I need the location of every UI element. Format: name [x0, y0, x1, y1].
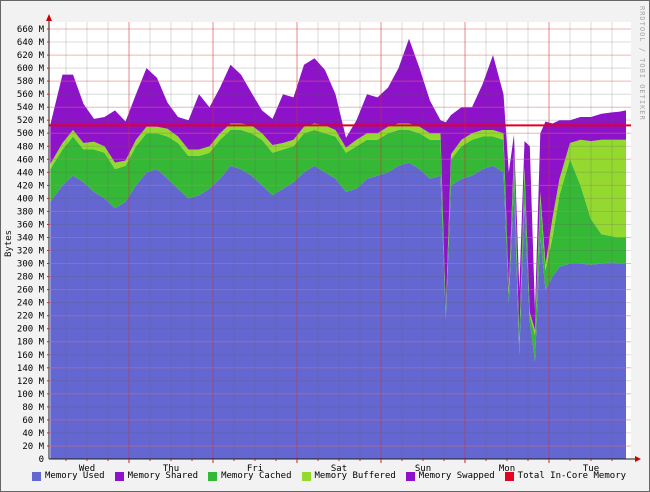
y-tick-label: 420 M	[17, 181, 45, 191]
y-tick-label: 620 M	[17, 51, 45, 61]
y-tick-label: 360 M	[17, 221, 45, 231]
legend-item-total-in-core-memory: Total In-Core Memory	[504, 471, 627, 481]
y-tick-label: 280 M	[17, 273, 45, 283]
legend-swatch-total-in-core-memory	[504, 471, 514, 481]
axes	[46, 14, 641, 463]
y-tick-label: 20 M	[22, 442, 44, 452]
legend-label: Memory Cached	[221, 471, 292, 481]
legend-item-memory-swapped: Memory Swapped	[405, 471, 495, 481]
x-tick-label: Fri	[247, 464, 263, 474]
grid	[49, 22, 631, 459]
y-tick-label: 100 M	[17, 390, 45, 400]
legend-item-memory-buffered: Memory Buffered	[301, 471, 396, 481]
y-axis-title: Bytes	[4, 229, 14, 257]
y-tick-label: 380 M	[17, 207, 45, 217]
legend-label: Memory Swapped	[418, 471, 495, 481]
y-tick-label: 0	[39, 455, 44, 465]
legend-swatch-memory-shared	[114, 471, 124, 481]
y-tick-label: 300 M	[17, 260, 45, 270]
legend-item-memory-cached: Memory Cached	[208, 471, 292, 481]
y-tick-label: 180 M	[17, 338, 45, 348]
legend-swatch-memory-swapped	[405, 471, 415, 481]
y-tick-label: 460 M	[17, 155, 45, 165]
area-memory-used	[50, 162, 627, 459]
y-tick-label: 440 M	[17, 168, 45, 178]
x-tick-label: Sun	[415, 464, 431, 474]
x-tick-label: Mon	[499, 464, 515, 474]
y-tick-label: 580 M	[17, 77, 45, 87]
y-tick-label: 40 M	[22, 429, 44, 439]
stacked-areas	[50, 38, 627, 459]
x-tick-label: Wed	[79, 464, 95, 474]
y-tick-label: 660 M	[17, 25, 45, 35]
legend-swatch-memory-used	[32, 471, 41, 481]
area-memory-cached	[50, 130, 627, 362]
legend-swatch-memory-cached	[208, 471, 218, 481]
legend-label: Memory Buffered	[314, 471, 396, 481]
y-tick-label: 500 M	[17, 129, 45, 139]
legend-item-memory-used: Memory Used	[32, 471, 105, 481]
y-tick-label: 80 M	[22, 403, 44, 413]
y-tick-label: 340 M	[17, 234, 45, 244]
y-tick-label: 600 M	[17, 64, 45, 74]
y-axis-labels: 0 20 M 40 M 60 M 80 M 100 M 120 M 140 M 160 M 180…	[17, 25, 45, 465]
legend-swatch-memory-buffered	[301, 471, 311, 481]
area-memory-swapped	[50, 38, 627, 339]
legend-label: Total In-Core Memory	[517, 471, 627, 481]
legend-label: Memory Shared	[127, 471, 199, 481]
y-tick-label: 640 M	[17, 38, 45, 48]
y-tick-label: 220 M	[17, 312, 45, 322]
y-axis-arrow-icon	[46, 14, 52, 21]
y-tick-label: 240 M	[17, 299, 45, 309]
y-tick-label: 120 M	[17, 377, 45, 387]
y-tick-label: 320 M	[17, 247, 45, 257]
y-tick-label: 560 M	[17, 90, 45, 100]
y-tick-label: 480 M	[17, 142, 45, 152]
x-axis-arrow-icon	[635, 456, 641, 462]
y-tick-label: 540 M	[17, 103, 45, 113]
legend-item-memory-shared: Memory Shared	[114, 471, 199, 481]
x-tick-label: Tue	[583, 464, 599, 474]
y-tick-label: 400 M	[17, 194, 45, 204]
y-tick-label: 60 M	[22, 416, 44, 426]
y-tick-label: 140 M	[17, 364, 45, 374]
y-tick-label: 520 M	[17, 116, 45, 126]
x-tick-label: Thu	[163, 464, 179, 474]
x-tick-label: Sat	[331, 464, 347, 474]
legend: Memory Used Memory Shared Memory Cached Mem…	[32, 471, 626, 481]
rrdtool-watermark: RRDTOOL / TOBI OETIKER	[638, 6, 646, 121]
legend-label: Memory Used	[45, 471, 105, 481]
y-tick-label: 160 M	[17, 351, 45, 361]
y-tick-label: 200 M	[17, 325, 45, 335]
x-axis-labels: Wed Thu Fri Sat Sun Mon Tue	[79, 464, 599, 474]
y-tick-label: 260 M	[17, 286, 45, 296]
